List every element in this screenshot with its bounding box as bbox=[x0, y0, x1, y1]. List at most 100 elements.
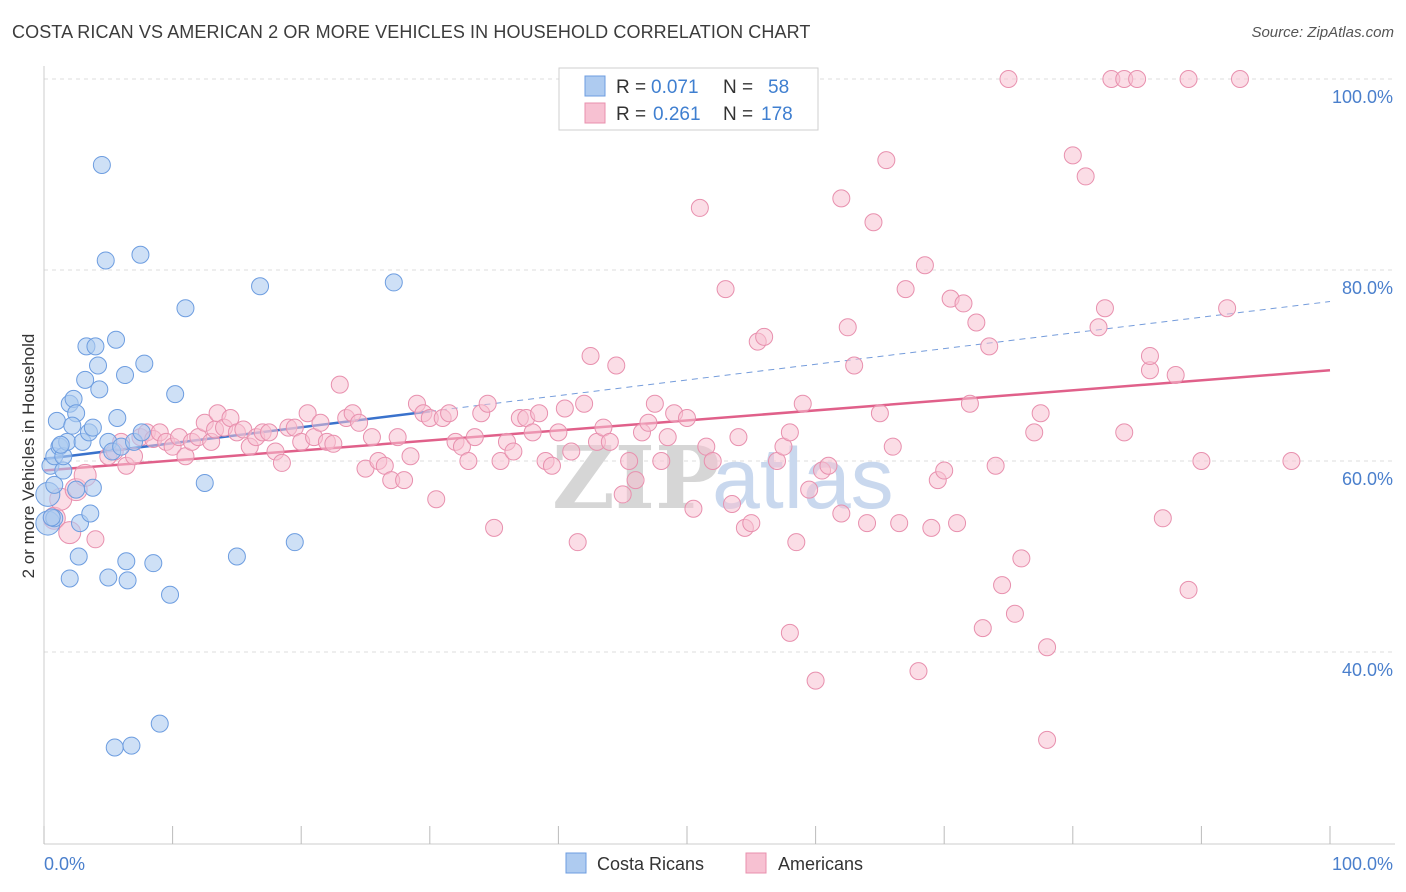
american-point bbox=[530, 404, 549, 423]
american-point bbox=[1128, 70, 1147, 88]
american-point bbox=[324, 434, 343, 453]
costa-rican-point bbox=[122, 736, 141, 755]
american-point bbox=[1089, 318, 1108, 337]
american-point bbox=[86, 530, 105, 549]
axes bbox=[43, 66, 1395, 845]
american-point bbox=[883, 437, 902, 456]
american-point bbox=[909, 662, 928, 681]
legend-r-label-1: R = bbox=[616, 77, 646, 98]
american-point bbox=[877, 151, 896, 170]
costa-rican-point bbox=[76, 370, 95, 389]
costa-rican-point bbox=[99, 568, 118, 587]
american-point bbox=[620, 452, 639, 470]
costa-rican-point bbox=[117, 552, 136, 571]
costa-rican-point bbox=[135, 354, 154, 373]
american-point bbox=[1230, 70, 1249, 88]
costa-rican-point bbox=[81, 504, 100, 523]
american-point bbox=[613, 485, 632, 504]
costa-rican-point bbox=[131, 245, 150, 264]
legend-r-label-2: R = bbox=[616, 104, 646, 125]
legend-n-value-1: 58 bbox=[768, 77, 789, 98]
tick-labels: 100.0% 80.0% 60.0% 40.0% 0.0% 100.0% bbox=[44, 87, 1393, 874]
american-point bbox=[639, 413, 658, 432]
costa-rican-point bbox=[166, 385, 185, 404]
costa-rican-point bbox=[132, 423, 151, 442]
american-point bbox=[555, 399, 574, 418]
costa-rican-point bbox=[150, 714, 169, 733]
american-point bbox=[581, 346, 600, 365]
costa-rican-point bbox=[176, 299, 195, 318]
chart-title: COSTA RICAN VS AMERICAN 2 OR MORE VEHICL… bbox=[12, 22, 811, 42]
american-point bbox=[678, 409, 696, 428]
american-point bbox=[395, 471, 414, 490]
american-point bbox=[542, 456, 561, 475]
costa-rican-point bbox=[105, 738, 124, 757]
american-point bbox=[780, 423, 799, 442]
legend-swatch-costa-rican bbox=[584, 75, 606, 97]
american-point bbox=[793, 394, 812, 413]
costa-rican-point bbox=[51, 435, 70, 454]
american-point bbox=[729, 428, 748, 447]
american-point bbox=[787, 533, 806, 552]
costa-rican-points bbox=[35, 155, 403, 757]
costa-rican-point bbox=[285, 533, 304, 552]
american-point bbox=[562, 442, 581, 461]
y-axis-label: 2 or more Vehicles in Household bbox=[19, 334, 38, 579]
american-point bbox=[1025, 423, 1044, 442]
american-point bbox=[440, 404, 459, 423]
american-point bbox=[716, 280, 735, 299]
american-point bbox=[999, 70, 1018, 88]
legend-swatch-american bbox=[584, 102, 606, 124]
american-point bbox=[967, 313, 986, 332]
costa-rican-point bbox=[161, 585, 180, 604]
costa-rican-point bbox=[144, 554, 163, 573]
american-point bbox=[832, 189, 851, 208]
costa-rican-trend-dashed bbox=[429, 301, 1331, 412]
costa-rican-point bbox=[60, 569, 79, 588]
american-point bbox=[948, 514, 967, 533]
costa-rican-point bbox=[92, 155, 111, 174]
american-point bbox=[1179, 70, 1198, 88]
american-point bbox=[864, 213, 883, 232]
american-point bbox=[1192, 452, 1211, 470]
costa-rican-point bbox=[227, 547, 246, 566]
costa-rican-point bbox=[67, 480, 86, 499]
american-point bbox=[1218, 299, 1237, 318]
american-point bbox=[980, 337, 999, 356]
american-point bbox=[806, 671, 825, 690]
american-point bbox=[800, 480, 819, 499]
american-point bbox=[935, 461, 954, 480]
american-point bbox=[993, 576, 1012, 595]
costa-rican-point bbox=[251, 277, 270, 296]
american-point bbox=[459, 452, 478, 470]
american-point bbox=[922, 518, 941, 537]
american-point bbox=[427, 490, 446, 509]
american-point bbox=[1076, 167, 1095, 186]
costa-rican-point bbox=[90, 380, 109, 399]
american-point bbox=[838, 318, 857, 337]
american-point bbox=[298, 404, 317, 423]
watermark-atlas: atlas bbox=[712, 431, 894, 527]
american-point bbox=[986, 456, 1005, 475]
legend-n-label-1: N = bbox=[723, 77, 753, 98]
american-point bbox=[1140, 346, 1159, 365]
costa-rican-point bbox=[384, 273, 403, 292]
american-point bbox=[1031, 404, 1050, 423]
legend-r-value-1: 0.071 bbox=[651, 77, 699, 98]
american-point bbox=[491, 452, 510, 470]
american-point bbox=[1038, 638, 1057, 657]
american-point bbox=[272, 453, 291, 472]
american-point bbox=[568, 533, 587, 552]
bottom-legend-american: Americans bbox=[778, 854, 863, 874]
bottom-legend-swatch-costa-rican bbox=[565, 852, 587, 874]
bottom-legend: Costa Ricans Americans bbox=[565, 852, 863, 874]
y-tick-label: 60.0% bbox=[1342, 469, 1393, 489]
bottom-legend-swatch-american bbox=[745, 852, 767, 874]
legend-n-label-2: N = bbox=[723, 104, 753, 125]
american-point bbox=[362, 428, 381, 447]
costa-rican-point bbox=[42, 508, 61, 527]
american-point bbox=[485, 518, 504, 537]
american-point bbox=[915, 256, 934, 275]
american-point bbox=[465, 428, 484, 447]
